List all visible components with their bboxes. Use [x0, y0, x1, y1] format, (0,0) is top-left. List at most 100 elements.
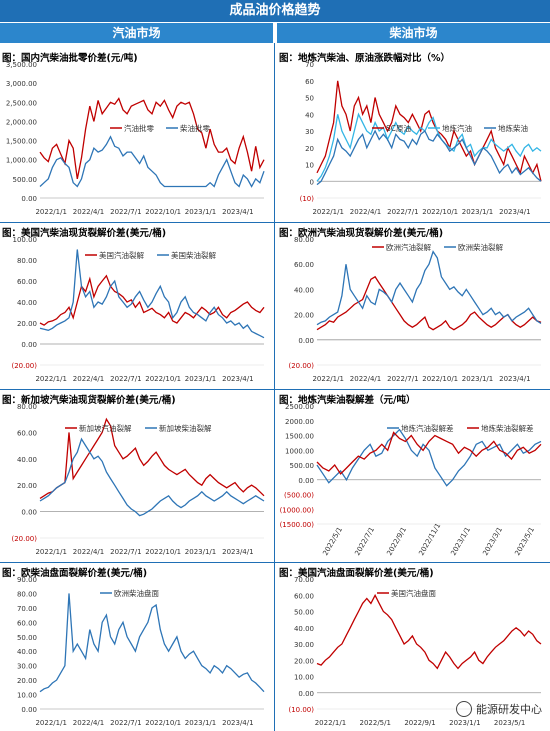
- wechat-icon: [456, 701, 472, 717]
- legend-label: 汽油批零: [124, 123, 154, 133]
- y-tick-label: 20.00: [17, 320, 37, 328]
- series-line: [39, 249, 265, 339]
- series-line: [316, 129, 542, 186]
- x-tick-label: 2022/7/1: [353, 526, 376, 557]
- y-tick-label: 20.00: [17, 677, 37, 685]
- chart-panel-p3: 图：美国汽柴油现货裂解价差(美元/桶) (20.00) 0.00 20.00 40.00…: [0, 225, 272, 387]
- y-tick-label: 40.00: [17, 648, 37, 656]
- series-line: [39, 593, 265, 693]
- x-tick-label: 2023/1/1: [449, 526, 472, 557]
- y-tick-label: 20.00: [17, 482, 37, 490]
- x-tick-label: 2022/4/1: [73, 208, 104, 216]
- y-tick-label: 70.00: [294, 576, 314, 584]
- page-banner: 成品油价格趋势: [0, 0, 550, 22]
- chart-title: 图：美国汽柴油现货裂解价差(美元/桶): [2, 228, 167, 239]
- x-tick-label: 2023/4/1: [222, 548, 253, 556]
- chart-svg: 0.00 10.00 20.00 30.00 40.00 50.00 60.00 70.00 8…: [17, 576, 265, 727]
- y-tick-label: 0.00: [21, 195, 37, 203]
- watermark: 能源研发中心: [456, 701, 542, 717]
- x-tick-label: 2022/1/1: [312, 375, 343, 383]
- x-tick-label: 2022/7/1: [110, 548, 141, 556]
- x-tick-label: 2022/5/1: [321, 526, 344, 557]
- chart-panel-p4: 图：欧洲汽柴油现货裂解价差(美元/桶) (20.00) 0.00 20.00 40.00…: [277, 225, 549, 387]
- chart-panel-p8: 图：美国汽油盘面裂解价差(美元/桶) (10.00) 0.00 10.00 20.00 3…: [277, 565, 549, 731]
- x-tick-label: 2023/3/1: [481, 526, 504, 557]
- legend-label: 美国汽油裂解: [99, 250, 144, 260]
- legend-label: SC原油: [386, 123, 411, 133]
- watermark-text: 能源研发中心: [476, 703, 542, 716]
- x-tick-label: 2023/1/1: [462, 375, 493, 383]
- chart-svg: (20.00) 0.00 20.00 40.00 60.00 80.00 2022/1/1 2…: [11, 403, 265, 556]
- y-tick-label: 2,000.00: [6, 118, 37, 126]
- y-tick-label: 0.00: [21, 509, 37, 517]
- chart-panel-p5: 图：新加坡汽柴油现货裂解价差(美元/桶) (20.00) 0.00 20.00 40.0…: [0, 392, 272, 560]
- series-line: [316, 112, 542, 182]
- y-tick-label: 60: [305, 78, 314, 86]
- legend-label: 地炼柴油裂解差: [481, 423, 534, 433]
- y-tick-label: 40.00: [294, 286, 314, 294]
- series-line: [39, 97, 265, 180]
- y-tick-label: 50.00: [17, 634, 37, 642]
- legend-label: 欧洲柴油盘面: [114, 588, 159, 598]
- y-tick-label: 20.00: [294, 657, 314, 665]
- x-tick-label: 2022/1/1: [312, 208, 343, 216]
- y-tick-label: 80.00: [17, 257, 37, 265]
- y-tick-label: 500.00: [290, 462, 315, 470]
- series-line: [39, 135, 265, 188]
- x-tick-label: 2023/5/1: [494, 719, 525, 727]
- series-line: [316, 250, 542, 326]
- y-tick-label: 60.00: [294, 592, 314, 600]
- x-tick-label: 2022/4/1: [350, 375, 381, 383]
- x-tick-label: 2022/4/1: [73, 719, 104, 727]
- chart-panel-p7: 图：欧柴油盘面裂解价差(美元/桶) 0.00 10.00 20.00 30.00 40.0…: [0, 565, 272, 731]
- y-tick-label: 30: [305, 128, 314, 136]
- x-tick-label: 2022/1/1: [35, 548, 66, 556]
- x-tick-label: 2022/7/1: [110, 719, 141, 727]
- chart-panel-p1: 图：国内汽柴油批零价差(元/吨) 0.00 500.00 1,000.00 1,500.…: [0, 50, 272, 220]
- series-line: [39, 417, 265, 499]
- row-divider-1: [0, 222, 550, 223]
- legend-label: 地炼柴油: [498, 123, 528, 133]
- chart-title: 图：欧柴油盘面裂解价差(美元/桶): [2, 568, 148, 579]
- y-tick-label: 80.00: [17, 590, 37, 598]
- chart-title: 图：美国汽油盘面裂解价差(美元/桶): [279, 568, 434, 579]
- chart-title: 图：欧洲汽柴油现货裂解价差(美元/桶): [279, 228, 444, 239]
- y-tick-label: 50: [305, 95, 314, 103]
- y-tick-label: 40.00: [17, 299, 37, 307]
- x-tick-label: 2023/4/1: [222, 719, 253, 727]
- y-tick-label: 20.00: [294, 312, 314, 320]
- chart-panel-p2: 图：地炼汽柴油、原油涨跌幅对比（%） (10) 0 10 20 30 40 50 60 70 202…: [277, 50, 549, 220]
- series-line: [316, 275, 542, 331]
- y-tick-label: 70: [305, 61, 314, 69]
- x-tick-label: 2023/1/1: [449, 719, 480, 727]
- legend-label: 美国汽油盘面: [391, 588, 436, 598]
- x-tick-label: 2022/10/1: [145, 548, 181, 556]
- x-tick-label: 2022/1/1: [35, 208, 66, 216]
- chart-svg: (1500.00) (1000.00) (500.00) 0.00 500.00 1000…: [280, 403, 542, 557]
- x-tick-label: 2022/4/1: [73, 375, 104, 383]
- y-tick-label: 40.00: [17, 456, 37, 464]
- x-tick-label: 2022/7/1: [110, 208, 141, 216]
- x-tick-label: 2023/4/1: [499, 208, 530, 216]
- x-tick-label: 2022/7/1: [387, 208, 418, 216]
- y-tick-label: (10): [300, 195, 315, 203]
- row-divider-3: [0, 562, 550, 563]
- y-tick-label: 60.00: [17, 429, 37, 437]
- x-tick-label: 2022/10/1: [422, 208, 458, 216]
- x-tick-label: 2023/1/1: [185, 208, 216, 216]
- y-tick-label: 50.00: [294, 609, 314, 617]
- y-tick-label: 10: [305, 162, 314, 170]
- series-line: [316, 428, 542, 487]
- x-tick-label: 2022/10/1: [145, 208, 181, 216]
- x-tick-label: 2022/7/1: [110, 375, 141, 383]
- y-tick-label: 3,500.00: [6, 61, 37, 69]
- y-tick-label: (20.00): [11, 362, 37, 370]
- x-tick-label: 2023/1/1: [185, 375, 216, 383]
- legend-label: 新加坡柴油裂解: [159, 423, 212, 433]
- chart-svg: (10.00) 0.00 10.00 20.00 30.00 40.00 50.00 60.0…: [288, 576, 542, 727]
- y-tick-label: 60.00: [294, 261, 314, 269]
- legend-label: 地炼汽油: [442, 123, 472, 133]
- y-tick-label: 0.00: [298, 337, 314, 345]
- y-tick-label: 30.00: [294, 641, 314, 649]
- y-tick-label: 60.00: [17, 278, 37, 286]
